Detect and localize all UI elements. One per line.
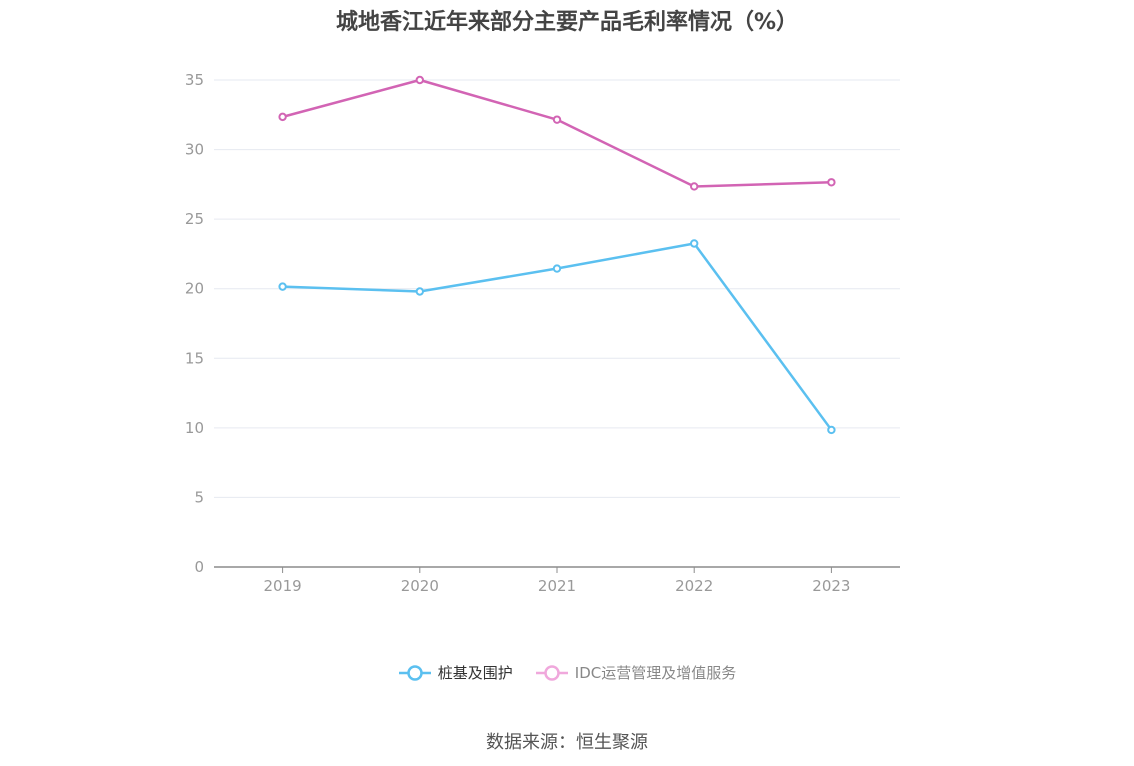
y-tick-label: 15 [185, 349, 204, 367]
legend-marker-icon [535, 664, 568, 681]
x-tick-label: 2023 [812, 577, 850, 595]
x-tick-label: 2021 [538, 577, 576, 595]
x-tick-label: 2022 [675, 577, 713, 595]
data-point [415, 75, 424, 85]
legend: 桩基及围护 IDC运营管理及增值服务 [0, 662, 1134, 683]
y-tick-label: 0 [194, 558, 204, 576]
data-point [552, 264, 562, 273]
y-tick-label: 25 [185, 210, 204, 228]
data-point [278, 112, 287, 122]
data-point [827, 425, 836, 435]
legend-marker-icon [398, 664, 431, 681]
y-tick-label: 10 [185, 419, 204, 437]
legend-item-pile-foundation[interactable]: 桩基及围护 [398, 662, 513, 683]
data-point [690, 239, 699, 248]
y-tick-label: 5 [194, 488, 204, 506]
legend-label: IDC运营管理及增值服务 [574, 664, 737, 682]
series-line-2 [282, 78, 832, 188]
y-tick-label: 30 [185, 141, 204, 159]
data-point [415, 287, 424, 296]
data-point [552, 115, 562, 124]
data-point [690, 182, 699, 191]
y-tick-label: 35 [185, 71, 204, 89]
axis-layer: 0 5 10 15 20 25 30 35 2019 2020 2021 2022 2023 [185, 71, 900, 595]
data-point [278, 282, 287, 291]
data-point [827, 178, 836, 187]
legend-label: 桩基及围护 [437, 664, 513, 682]
series-layer [278, 75, 836, 435]
x-tick-label: 2020 [401, 577, 439, 595]
chart-title: 城地香江近年来部分主要产品毛利率情况（%） [335, 10, 799, 35]
data-source: 数据来源：恒生聚源 [486, 732, 648, 753]
x-tick-label: 2019 [264, 577, 302, 595]
y-tick-label: 20 [185, 280, 204, 298]
legend-item-idc-services[interactable]: IDC运营管理及增值服务 [535, 662, 736, 683]
